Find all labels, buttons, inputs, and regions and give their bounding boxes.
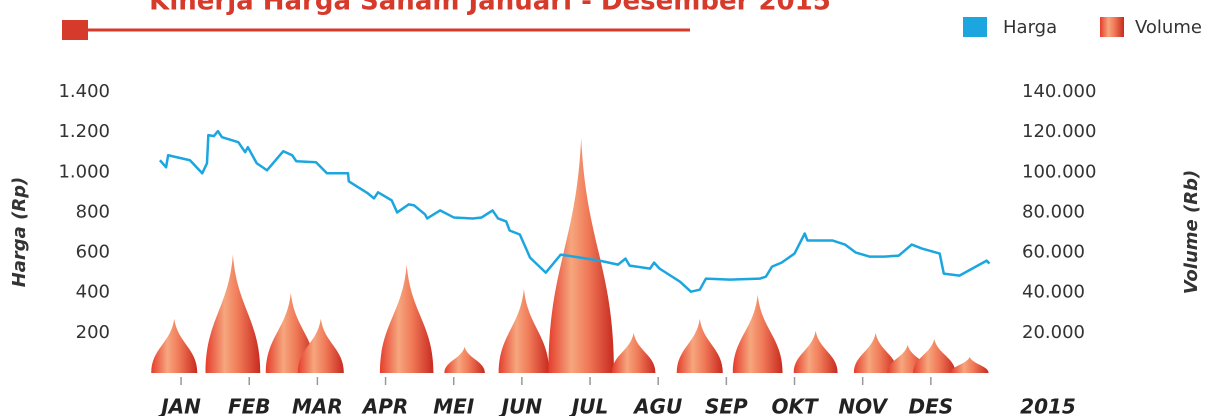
volume-shape [853,332,898,373]
x-tick-label: OKT [771,395,819,417]
volume-shape [151,318,198,373]
x-tick-label: DES [909,395,954,417]
legend-label: Harga [1003,17,1057,38]
y-tick-label: 200 [76,322,110,343]
volume-shape [732,294,783,373]
y-tick-label: 1.000 [58,161,110,182]
y2-tick-label: 100.000 [1022,161,1096,182]
volume-shape [379,264,434,373]
x-tick-label: JAN [157,395,201,417]
volume-shape [205,254,261,373]
price-line [159,129,991,293]
y2-axis-label: Volume (Rb) [1181,170,1202,294]
year-label: 2015 [1020,395,1076,417]
x-tick-label: AGU [632,395,682,417]
y-tick-label: 600 [76,242,110,263]
volume-shape [913,338,956,373]
y2-tick-label: 120.000 [1022,121,1096,142]
volume-shape [297,318,344,373]
y-tick-label: 800 [76,201,110,222]
y2-tick-label: 80.000 [1022,201,1085,222]
volume-shape [950,356,989,373]
volume-shape [676,318,723,373]
volume-shape [611,332,656,373]
x-tick-label: SEP [705,395,748,417]
y-tick-label: 1.200 [58,121,110,142]
y2-tick-label: 40.000 [1022,282,1085,303]
volume-shape [498,288,550,373]
y2-tick-label: 140.000 [1022,81,1096,102]
chart-title: Kinerja Harga Saham Januari - Desember 2… [149,0,831,17]
legend-label: Volume [1135,17,1202,38]
y-tick-label: 400 [76,282,110,303]
y-axis-label: Harga (Rp) [9,177,30,288]
volume-shape [793,330,838,373]
x-tick-label: JUN [498,395,543,417]
volume-shape [548,138,614,373]
legend-swatch [963,17,987,37]
volume-shape [265,292,316,373]
x-tick-label: APR [361,395,409,417]
x-tick-label: MEI [433,395,475,417]
x-tick-label: JUL [568,395,608,417]
x-tick-label: MAR [292,395,343,417]
legend-swatch [1100,17,1124,37]
y2-tick-label: 20.000 [1022,322,1085,343]
volume-shape [444,346,485,373]
y-tick-label: 1.400 [58,81,110,102]
x-tick-label: NOV [838,395,888,417]
y2-tick-label: 60.000 [1022,242,1085,263]
x-tick-label: FEB [228,395,271,417]
